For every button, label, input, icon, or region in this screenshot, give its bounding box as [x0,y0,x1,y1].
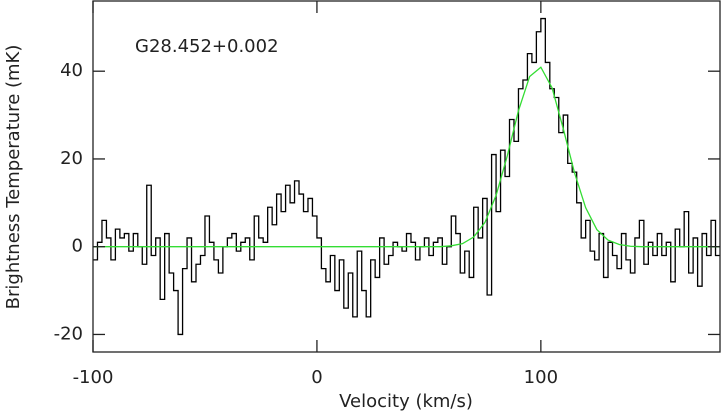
spectrum [93,17,720,336]
fit-curve [93,66,720,248]
plot-frame [92,0,721,353]
x-tick-label: -100 [73,367,114,388]
x-tick-label: 0 [311,367,322,388]
annotation: G28.452+0.002 [135,36,279,57]
y-tick-label: 0 [72,236,83,257]
y-tick-label: 20 [60,148,83,169]
y-tick-label: 40 [60,60,83,81]
y-axis-label: Brightness Temperature (mK) [3,45,24,310]
x-axis-label: Velocity (km/s) [339,391,473,412]
x-tick-label: 100 [524,367,558,388]
y-tick-label: -20 [54,323,83,344]
